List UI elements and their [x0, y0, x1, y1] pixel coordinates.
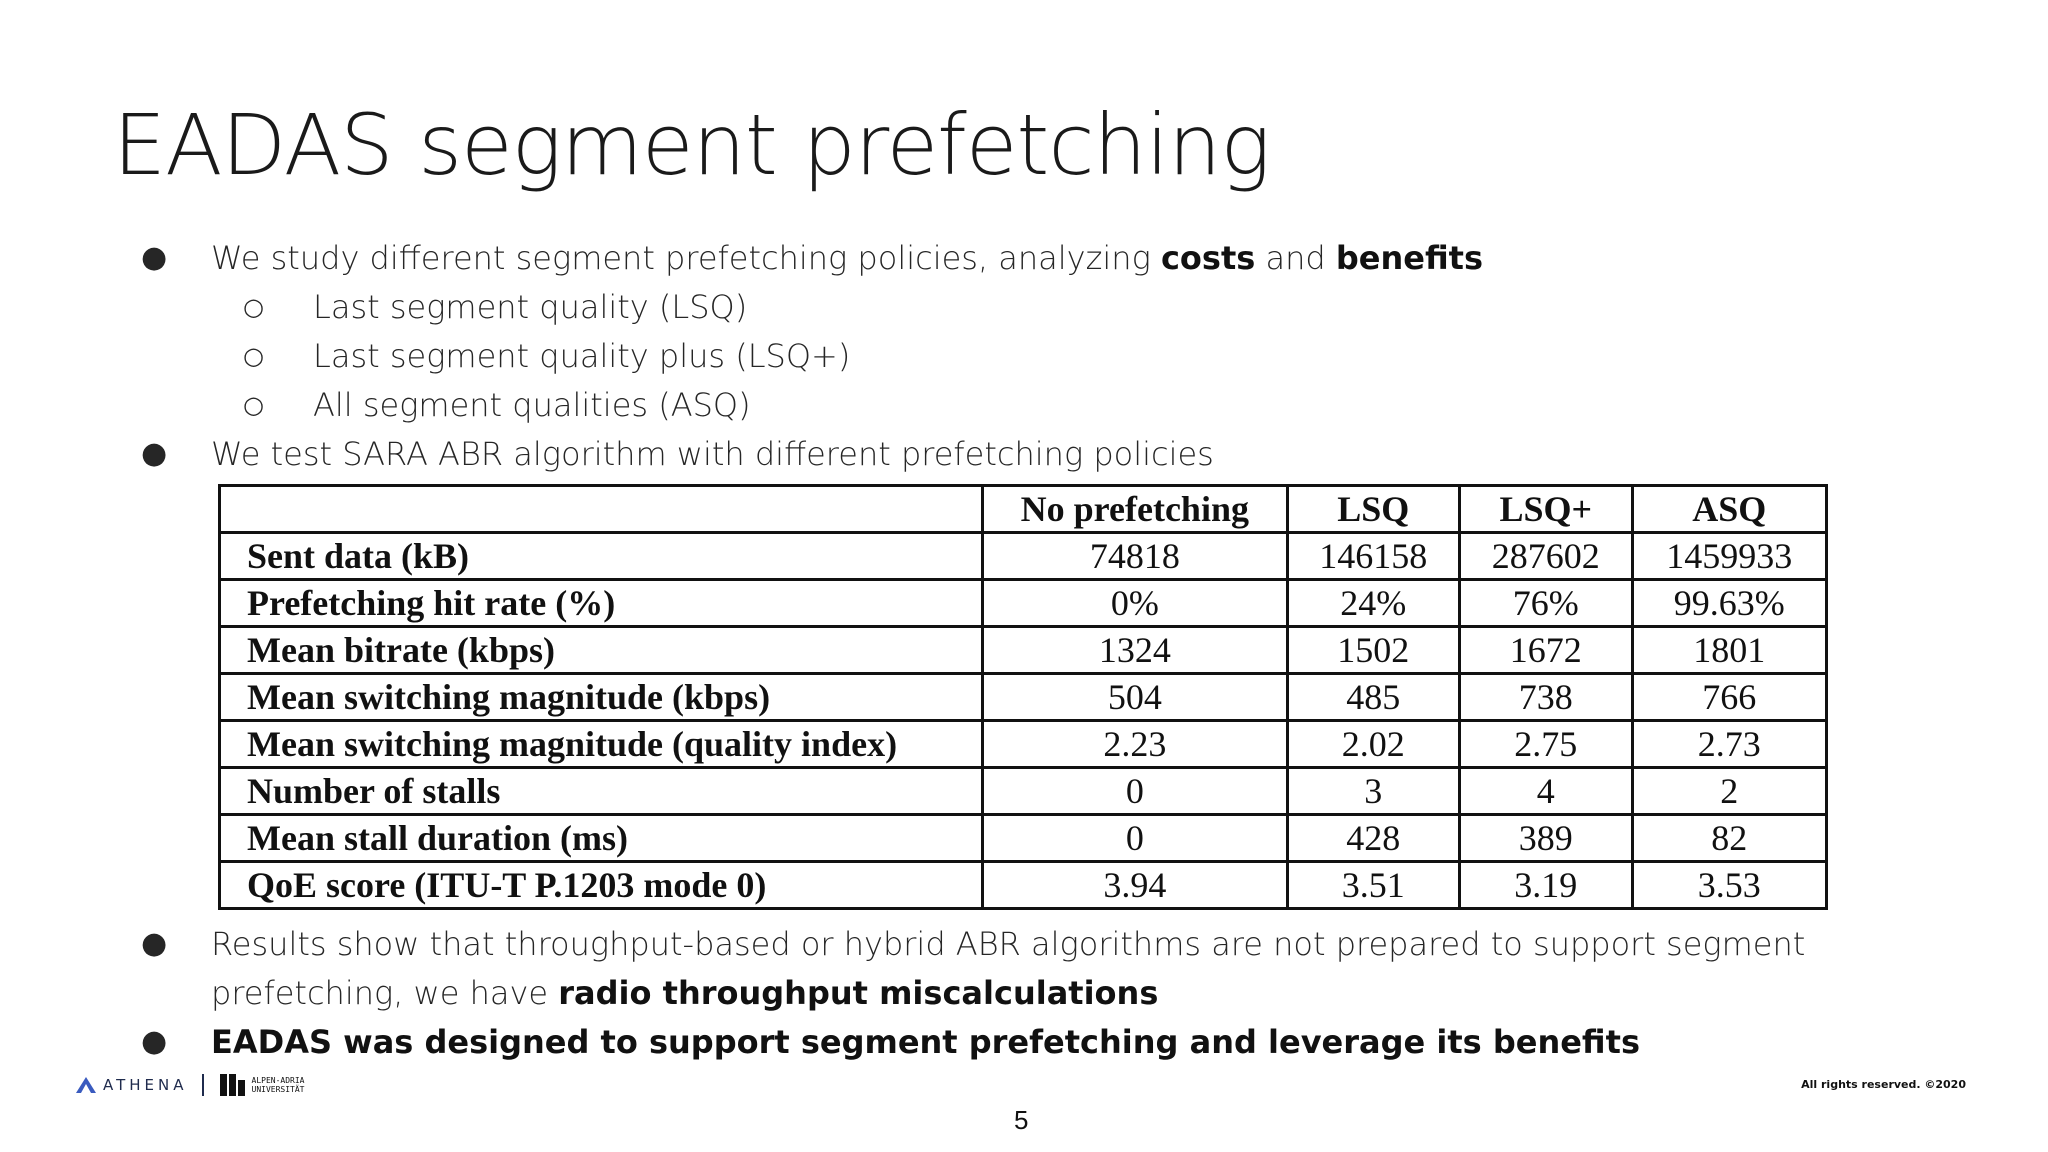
table-cell: 3.19 — [1460, 862, 1633, 909]
slide-title: EADAS segment prefetching — [113, 96, 1270, 194]
sub-bullet-marker: ○ — [243, 287, 264, 327]
bullet-text: and — [1255, 239, 1336, 277]
bold-benefits: benefits — [1336, 239, 1483, 277]
aau-line1: ALPEN-ADRIA — [252, 1076, 305, 1085]
row-label: Mean switching magnitude (kbps) — [220, 674, 983, 721]
bold-eadas-designed: EADAS was designed to support segment pr… — [211, 1023, 1640, 1061]
sub-bullet-lsq-plus: Last segment quality plus (LSQ+) — [313, 336, 850, 376]
table-cell: 287602 — [1460, 533, 1633, 580]
table-row: Mean bitrate (kbps) 1324 1502 1672 1801 — [220, 627, 1827, 674]
row-label: QoE score (ITU-T P.1203 mode 0) — [220, 862, 983, 909]
table-cell: 428 — [1287, 815, 1460, 862]
bullet-marker: ● — [141, 924, 167, 964]
table-cell: 4 — [1460, 768, 1633, 815]
table-cell: 1459933 — [1632, 533, 1827, 580]
bullet-study-policies: We study different segment prefetching p… — [211, 238, 1483, 278]
table-cell: 3.51 — [1287, 862, 1460, 909]
logo-divider — [202, 1074, 204, 1096]
bullet-eadas-designed: EADAS was designed to support segment pr… — [211, 1022, 1640, 1062]
table-header-lsq-plus: LSQ+ — [1460, 486, 1633, 533]
row-label: Sent data (kB) — [220, 533, 983, 580]
bullet-results-line2: prefetching, we have radio throughput mi… — [211, 973, 1158, 1013]
table-cell: 3.53 — [1632, 862, 1827, 909]
bullet-marker: ● — [141, 238, 167, 278]
table-cell: 82 — [1632, 815, 1827, 862]
table-cell: 738 — [1460, 674, 1633, 721]
results-table-grid: No prefetching LSQ LSQ+ ASQ Sent data (k… — [218, 484, 1828, 910]
table-row: Number of stalls 0 3 4 2 — [220, 768, 1827, 815]
copyright-notice: All rights reserved. ©2020 — [1801, 1078, 1966, 1091]
table-cell: 2 — [1632, 768, 1827, 815]
table-cell: 2.02 — [1287, 721, 1460, 768]
table-cell: 2.75 — [1460, 721, 1633, 768]
table-cell: 504 — [983, 674, 1287, 721]
table-cell: 1502 — [1287, 627, 1460, 674]
table-row: QoE score (ITU-T P.1203 mode 0) 3.94 3.5… — [220, 862, 1827, 909]
table-cell: 3 — [1287, 768, 1460, 815]
table-cell: 24% — [1287, 580, 1460, 627]
table-header-lsq: LSQ — [1287, 486, 1460, 533]
table-header-empty — [220, 486, 983, 533]
bullet-marker: ● — [141, 1022, 167, 1062]
sub-bullet-marker: ○ — [243, 385, 264, 425]
table-cell: 1801 — [1632, 627, 1827, 674]
bullet-text: We study different segment prefetching p… — [211, 239, 1161, 277]
table-cell: 1324 — [983, 627, 1287, 674]
bullet-text: prefetching, we have — [211, 974, 558, 1012]
table-cell: 146158 — [1287, 533, 1460, 580]
bullet-test-sara: We test SARA ABR algorithm with differen… — [211, 434, 1214, 474]
table-row: Mean switching magnitude (kbps) 504 485 … — [220, 674, 1827, 721]
results-table: No prefetching LSQ LSQ+ ASQ Sent data (k… — [218, 484, 1828, 889]
aau-logo-icon — [220, 1072, 248, 1098]
row-label: Mean switching magnitude (quality index) — [220, 721, 983, 768]
bullet-marker: ● — [141, 434, 167, 474]
table-cell: 74818 — [983, 533, 1287, 580]
table-cell: 99.63% — [1632, 580, 1827, 627]
table-cell: 766 — [1632, 674, 1827, 721]
table-cell: 0 — [983, 768, 1287, 815]
page-number: 5 — [1014, 1105, 1028, 1136]
table-header-row: No prefetching LSQ LSQ+ ASQ — [220, 486, 1827, 533]
table-row: Sent data (kB) 74818 146158 287602 14599… — [220, 533, 1827, 580]
athena-logo-icon — [75, 1076, 97, 1094]
table-cell: 389 — [1460, 815, 1633, 862]
bold-costs: costs — [1161, 239, 1255, 277]
row-label: Mean stall duration (ms) — [220, 815, 983, 862]
table-cell: 485 — [1287, 674, 1460, 721]
table-cell: 0 — [983, 815, 1287, 862]
footer-logos: ATHENA ALPEN-ADRIA UNIVERSITÄT — [75, 1072, 304, 1098]
bold-radio-throughput: radio throughput miscalculations — [558, 974, 1158, 1012]
table-cell: 76% — [1460, 580, 1633, 627]
sub-bullet-marker: ○ — [243, 336, 264, 376]
table-cell: 1672 — [1460, 627, 1633, 674]
aau-line2: UNIVERSITÄT — [252, 1085, 305, 1094]
table-row: Mean stall duration (ms) 0 428 389 82 — [220, 815, 1827, 862]
bullet-results-line1: Results show that throughput-based or hy… — [211, 924, 1805, 964]
table-row: Prefetching hit rate (%) 0% 24% 76% 99.6… — [220, 580, 1827, 627]
sub-bullet-asq: All segment qualities (ASQ) — [313, 385, 751, 425]
row-label: Mean bitrate (kbps) — [220, 627, 983, 674]
table-header-no-prefetching: No prefetching — [983, 486, 1287, 533]
table-cell: 2.23 — [983, 721, 1287, 768]
table-cell: 3.94 — [983, 862, 1287, 909]
table-cell: 2.73 — [1632, 721, 1827, 768]
table-row: Mean switching magnitude (quality index)… — [220, 721, 1827, 768]
sub-bullet-lsq: Last segment quality (LSQ) — [313, 287, 747, 327]
aau-logo-text: ALPEN-ADRIA UNIVERSITÄT — [252, 1076, 305, 1094]
row-label: Prefetching hit rate (%) — [220, 580, 983, 627]
athena-logo-text: ATHENA — [103, 1076, 188, 1094]
table-header-asq: ASQ — [1632, 486, 1827, 533]
table-cell: 0% — [983, 580, 1287, 627]
row-label: Number of stalls — [220, 768, 983, 815]
